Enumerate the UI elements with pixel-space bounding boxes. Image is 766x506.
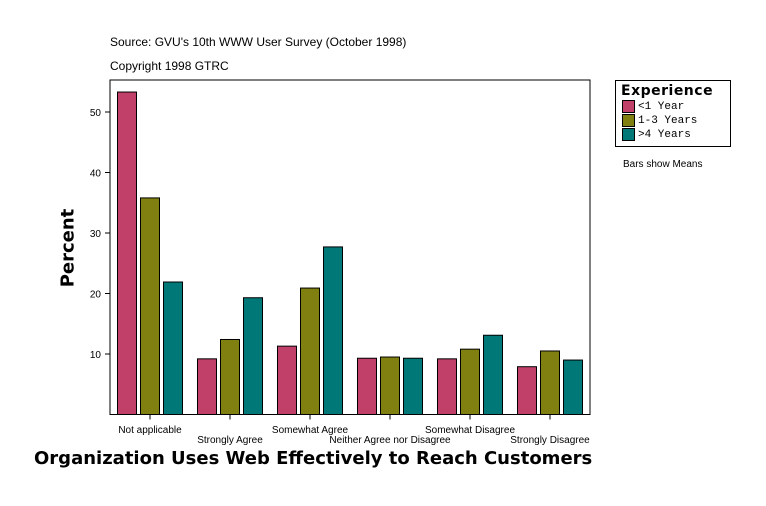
bars-note: Bars show Means bbox=[623, 159, 703, 170]
bar bbox=[117, 91, 137, 415]
legend-label: 1-3 Years bbox=[638, 114, 698, 127]
source-text: Source: GVU's 10th WWW User Survey (Octo… bbox=[110, 35, 407, 49]
y-tick-label: 10 bbox=[90, 350, 102, 361]
bar bbox=[540, 350, 560, 416]
x-tick-label: Neither Agree nor Disagree bbox=[329, 435, 451, 446]
y-tick-label: 30 bbox=[90, 229, 102, 240]
bar bbox=[380, 356, 400, 415]
legend-swatch bbox=[622, 100, 635, 113]
bar bbox=[277, 345, 297, 416]
x-tick-label: Strongly Disagree bbox=[510, 435, 590, 446]
legend-swatch bbox=[622, 114, 635, 127]
y-tick-label: 50 bbox=[90, 108, 102, 119]
legend-item: 1-3 Years bbox=[622, 114, 697, 127]
legend-label: <1 Year bbox=[638, 100, 685, 113]
bar bbox=[483, 334, 503, 415]
x-tick-label: Somewhat Disagree bbox=[425, 425, 515, 436]
y-tick-label: 40 bbox=[90, 169, 102, 180]
x-tick-label: Strongly Agree bbox=[197, 435, 263, 446]
bar bbox=[220, 338, 240, 416]
bar bbox=[243, 297, 263, 415]
legend-title: Experience bbox=[621, 83, 714, 99]
bar bbox=[163, 281, 183, 415]
copyright-text: Copyright 1998 GTRC bbox=[110, 59, 229, 73]
legend-swatch bbox=[622, 128, 635, 141]
bar bbox=[140, 197, 160, 415]
y-tick-label: 20 bbox=[90, 290, 102, 301]
bar bbox=[197, 358, 217, 415]
bar bbox=[357, 357, 377, 415]
bar bbox=[300, 287, 320, 415]
bar bbox=[460, 348, 480, 415]
x-axis-title: Organization Uses Web Effectively to Rea… bbox=[34, 448, 593, 469]
bar bbox=[563, 359, 583, 415]
x-tick-label: Not applicable bbox=[118, 425, 182, 436]
bar bbox=[517, 366, 537, 415]
x-tick-label: Somewhat Agree bbox=[272, 425, 349, 436]
legend-label: >4 Years bbox=[638, 128, 691, 141]
bar bbox=[403, 357, 423, 415]
legend: Experience <1 Year 1-3 Years >4 Years bbox=[615, 80, 731, 147]
bar bbox=[323, 246, 343, 415]
bar bbox=[437, 358, 457, 415]
plot-frame bbox=[109, 79, 591, 415]
legend-item: >4 Years bbox=[622, 128, 691, 141]
y-axis-title: Percent bbox=[57, 208, 79, 288]
legend-item: <1 Year bbox=[622, 100, 684, 113]
